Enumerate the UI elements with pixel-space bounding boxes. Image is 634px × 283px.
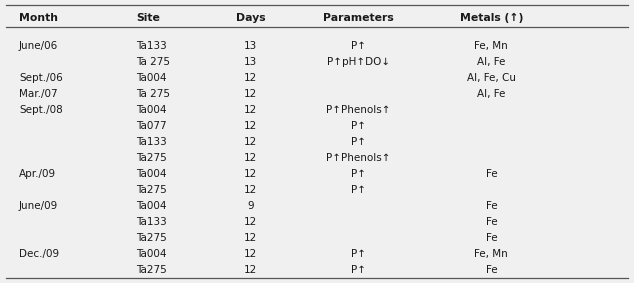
- Text: 12: 12: [244, 169, 257, 179]
- Text: Ta077: Ta077: [136, 121, 167, 131]
- Text: June/06: June/06: [19, 41, 58, 51]
- Text: Ta133: Ta133: [136, 137, 167, 147]
- Text: 12: 12: [244, 185, 257, 195]
- Text: P↑: P↑: [351, 121, 366, 131]
- Text: Ta004: Ta004: [136, 201, 167, 211]
- Text: Ta004: Ta004: [136, 249, 167, 259]
- Text: Fe, Mn: Fe, Mn: [474, 41, 508, 51]
- Text: 13: 13: [244, 57, 257, 67]
- Text: Fe: Fe: [486, 265, 497, 275]
- Text: Ta 275: Ta 275: [136, 57, 171, 67]
- Text: Al, Fe: Al, Fe: [477, 89, 505, 99]
- Text: P↑: P↑: [351, 185, 366, 195]
- Text: June/09: June/09: [19, 201, 58, 211]
- Text: Fe: Fe: [486, 169, 497, 179]
- Text: 12: 12: [244, 249, 257, 259]
- Text: Ta004: Ta004: [136, 169, 167, 179]
- Text: 12: 12: [244, 73, 257, 83]
- Text: 12: 12: [244, 265, 257, 275]
- Text: Fe: Fe: [486, 217, 497, 227]
- Text: 9: 9: [247, 201, 254, 211]
- Text: Ta275: Ta275: [136, 185, 167, 195]
- Text: Ta004: Ta004: [136, 105, 167, 115]
- Text: 12: 12: [244, 137, 257, 147]
- Text: 12: 12: [244, 217, 257, 227]
- Text: Days: Days: [236, 13, 265, 23]
- Text: Month: Month: [19, 13, 58, 23]
- Text: 12: 12: [244, 105, 257, 115]
- Text: 12: 12: [244, 233, 257, 243]
- Text: Ta133: Ta133: [136, 217, 167, 227]
- Text: Al, Fe, Cu: Al, Fe, Cu: [467, 73, 516, 83]
- Text: P↑: P↑: [351, 41, 366, 51]
- Text: Parameters: Parameters: [323, 13, 394, 23]
- Text: Ta275: Ta275: [136, 233, 167, 243]
- Text: P↑: P↑: [351, 137, 366, 147]
- Text: Al, Fe: Al, Fe: [477, 57, 505, 67]
- Text: Sept./08: Sept./08: [19, 105, 63, 115]
- Text: Sept./06: Sept./06: [19, 73, 63, 83]
- Text: 12: 12: [244, 153, 257, 163]
- Text: Dec./09: Dec./09: [19, 249, 59, 259]
- Text: P↑: P↑: [351, 249, 366, 259]
- Text: Fe, Mn: Fe, Mn: [474, 249, 508, 259]
- Text: Fe: Fe: [486, 233, 497, 243]
- Text: Mar./07: Mar./07: [19, 89, 58, 99]
- Text: P↑: P↑: [351, 265, 366, 275]
- Text: Metals (↑): Metals (↑): [460, 13, 523, 23]
- Text: Ta133: Ta133: [136, 41, 167, 51]
- Text: P↑: P↑: [351, 169, 366, 179]
- Text: Ta004: Ta004: [136, 73, 167, 83]
- Text: P↑Phenols↑: P↑Phenols↑: [326, 105, 391, 115]
- Text: Ta275: Ta275: [136, 153, 167, 163]
- Text: 12: 12: [244, 89, 257, 99]
- Text: 13: 13: [244, 41, 257, 51]
- Text: Site: Site: [136, 13, 160, 23]
- Text: P↑pH↑DO↓: P↑pH↑DO↓: [327, 57, 390, 67]
- Text: Ta275: Ta275: [136, 265, 167, 275]
- Text: Fe: Fe: [486, 201, 497, 211]
- Text: P↑Phenols↑: P↑Phenols↑: [326, 153, 391, 163]
- Text: Ta 275: Ta 275: [136, 89, 171, 99]
- Text: 12: 12: [244, 121, 257, 131]
- Text: Apr./09: Apr./09: [19, 169, 56, 179]
